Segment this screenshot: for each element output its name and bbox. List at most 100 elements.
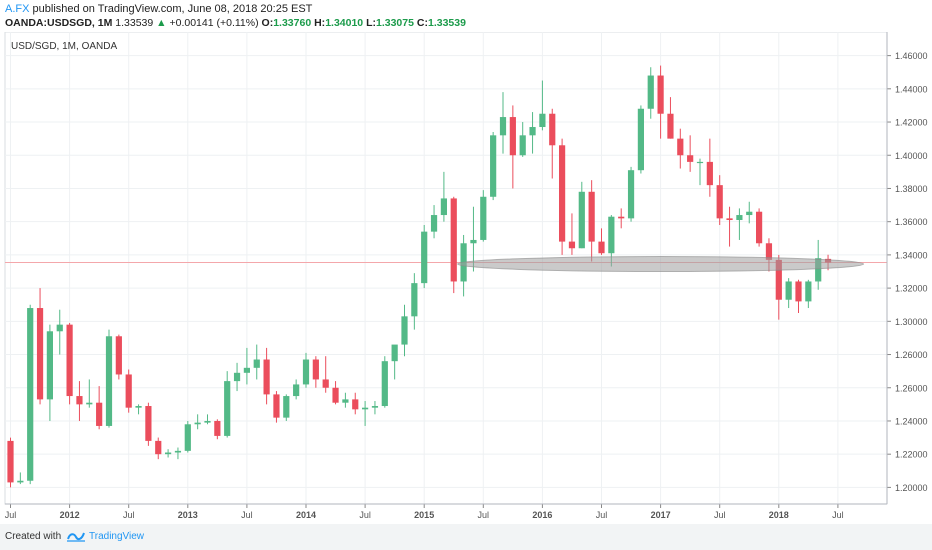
candle <box>66 322 73 405</box>
publish-text: published on TradingView.com, June 08, 2… <box>32 3 313 15</box>
candle-body <box>509 117 516 156</box>
chart-header: A.FX published on TradingView.com, June … <box>0 0 932 32</box>
candle-body <box>145 406 152 441</box>
candle <box>115 334 122 380</box>
candle <box>657 65 664 139</box>
candle <box>165 449 172 458</box>
candle-body <box>499 117 507 136</box>
candle-body <box>401 316 408 345</box>
candle-body <box>677 138 684 156</box>
candle <box>391 344 398 380</box>
candle <box>706 138 713 197</box>
candle <box>519 122 526 157</box>
tradingview-logo-icon[interactable] <box>66 529 86 543</box>
candle <box>677 128 684 169</box>
candle-body <box>421 231 428 284</box>
close-label: C: <box>416 17 428 29</box>
candle-body <box>312 359 319 380</box>
publish-info: A.FX published on TradingView.com, June … <box>5 3 312 15</box>
candle-body <box>36 308 44 400</box>
candle-body <box>726 218 733 221</box>
candle-body <box>598 241 605 254</box>
candle <box>756 208 763 247</box>
candle-body <box>371 406 379 408</box>
candle <box>27 304 34 485</box>
candle <box>568 213 576 255</box>
candle <box>263 347 270 405</box>
candle <box>204 414 211 425</box>
last-price: 1.33539 <box>115 17 154 29</box>
candle <box>421 225 428 289</box>
chart-panel[interactable]: 1.20000 1.22000 1.24000 1.26000 1.26000 1.300… <box>0 32 932 524</box>
candle-body <box>233 372 241 382</box>
candle <box>273 391 280 423</box>
y-tick-label: 1.32000 <box>895 284 928 294</box>
candle <box>785 278 792 309</box>
x-tick-label: Jul <box>478 510 490 520</box>
y-tick-label: 1.22000 <box>895 450 928 460</box>
candle-body <box>194 422 201 425</box>
overlay-group <box>457 256 865 273</box>
candle-body <box>559 145 566 242</box>
candle-body <box>342 399 349 403</box>
candle-body <box>608 216 615 254</box>
candle-body <box>332 387 339 403</box>
candle <box>96 386 103 430</box>
candle-body <box>815 258 822 282</box>
candle-body <box>440 198 447 216</box>
author-link[interactable]: A.FX <box>5 3 30 15</box>
candle-body <box>480 196 487 240</box>
candle-body <box>322 379 329 388</box>
candle-body <box>647 75 654 109</box>
candle-body <box>795 281 802 302</box>
candle-body <box>765 243 773 260</box>
candle-body <box>17 480 24 483</box>
candle <box>145 402 152 446</box>
candle-body <box>165 452 172 455</box>
x-tick-label: Jul <box>596 510 608 520</box>
chart-title: USD/SGD, 1M, OANDA <box>11 41 118 52</box>
x-tick-label: 2018 <box>769 510 789 520</box>
candle <box>805 279 812 309</box>
x-tick-label: 2013 <box>178 510 198 520</box>
candle-body <box>627 170 635 219</box>
price-change: +0.00141 (+0.11%) <box>169 17 259 29</box>
candle-body <box>637 108 644 171</box>
candle-body <box>46 331 53 400</box>
candle-body <box>204 420 211 423</box>
candle <box>194 414 201 430</box>
candle <box>647 67 654 119</box>
candle-body <box>243 367 250 373</box>
candle-body <box>381 361 388 407</box>
time-axis: Jul 2012 Jul 2013 Jul 2014 Jul 2015 Jul 2016 Jul 20… <box>5 503 887 520</box>
y-tick-label: 1.30000 <box>895 317 928 327</box>
candle-body <box>706 161 713 186</box>
candle-body <box>293 384 300 397</box>
close-value: 1.33539 <box>427 17 466 29</box>
candle <box>243 347 250 385</box>
candle-body <box>687 155 694 162</box>
candle <box>233 362 241 392</box>
candle-body <box>716 185 723 219</box>
candle-body <box>756 211 763 244</box>
candle <box>7 437 14 488</box>
candle <box>135 404 142 415</box>
candle-body <box>76 396 83 405</box>
candle <box>559 138 566 255</box>
candle-body <box>174 450 182 453</box>
x-tick-label: 2012 <box>60 510 80 520</box>
candlestick-chart[interactable]: 1.20000 1.22000 1.24000 1.26000 1.26000 1.300… <box>0 32 932 524</box>
candle <box>332 381 339 405</box>
candle <box>736 208 743 240</box>
candle <box>746 201 753 224</box>
tradingview-brand-link[interactable]: TradingView <box>89 531 145 542</box>
candle <box>293 379 300 400</box>
candle <box>401 304 408 357</box>
candle <box>371 401 379 415</box>
high-label: H: <box>314 17 326 29</box>
candle-body <box>273 394 280 418</box>
candle <box>36 288 44 405</box>
candle-body <box>746 211 753 216</box>
x-tick-label: 2015 <box>414 510 434 520</box>
symbol-label: OANDA:USDSGD, 1M <box>5 17 113 29</box>
